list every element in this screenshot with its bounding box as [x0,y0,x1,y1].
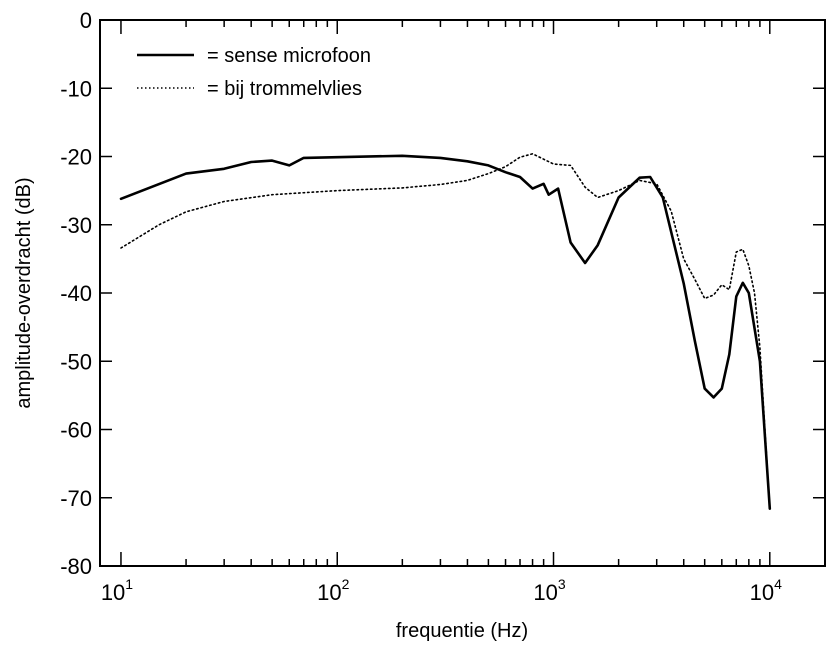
x-tick-label: 104 [750,576,782,605]
y-tick-label: -40 [60,281,92,306]
series-line-bij-trommelvlies [120,153,771,510]
legend-label: = sense microfoon [207,45,371,67]
y-tick-label: -50 [60,349,92,374]
y-axis-label: amplitude-overdracht (dB) [13,177,35,408]
x-tick-label: 103 [533,576,565,605]
y-tick-label: -30 [60,213,92,238]
series-layer [119,153,772,510]
x-tick-label: 101 [101,576,133,605]
y-tick-label: -80 [60,554,92,579]
legend-label: = bij trommelvlies [207,78,362,100]
y-tick-label: 0 [80,8,92,33]
legend: = sense microfoon = bij trommelvlies [137,45,371,100]
y-tick-label: -60 [60,418,92,443]
x-tick-label: 102 [317,576,349,605]
x-axis-ticks: 101 102 103 104 [101,20,782,605]
x-axis-label: frequentie (Hz) [396,620,528,642]
y-tick-label: -20 [60,145,92,170]
y-tick-label: -10 [60,76,92,101]
series-line-sense-microfoon [119,154,772,510]
plot-frame [99,19,826,567]
y-axis-ticks: 0 -10 -20 -30 -40 -50 -60 -70 -80 [60,8,825,579]
y-tick-label: -70 [60,486,92,511]
